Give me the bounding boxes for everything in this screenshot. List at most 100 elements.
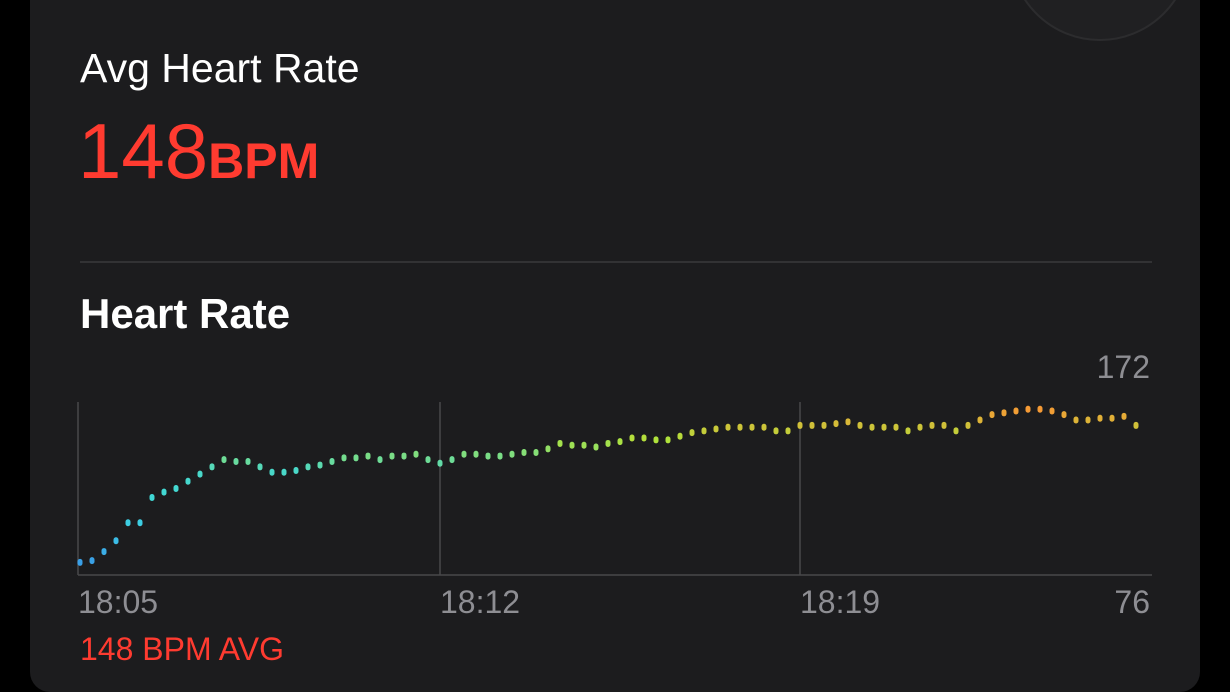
heart-rate-dot — [1037, 405, 1043, 413]
heart-rate-dot — [893, 423, 899, 431]
heart-rate-dot — [317, 461, 323, 469]
heart-rate-dot — [485, 452, 491, 460]
heart-rate-dot — [173, 485, 179, 492]
heart-rate-dot — [1061, 411, 1067, 419]
heart-rate-dot — [1109, 414, 1115, 422]
heart-rate-dot — [1049, 407, 1055, 415]
heart-rate-dot — [905, 427, 911, 435]
heart-rate-dot — [125, 519, 131, 527]
heart-rate-dot — [677, 432, 683, 440]
heart-rate-dot — [401, 452, 407, 460]
heart-rate-dot — [641, 434, 647, 442]
heart-rate-dot — [869, 423, 875, 431]
heart-rate-dot — [329, 457, 335, 465]
heart-rate-dot — [473, 450, 479, 458]
heart-rate-dot — [773, 427, 779, 435]
heart-rate-dot — [761, 423, 767, 431]
heart-rate-dot — [185, 477, 191, 485]
heart-rate-dot — [737, 423, 743, 431]
heart-rate-dot — [209, 463, 215, 471]
heart-rate-dot — [1133, 421, 1139, 429]
value: 148 — [78, 107, 208, 195]
heart-rate-dot — [365, 452, 371, 460]
heart-rate-dot — [437, 459, 443, 467]
heart-rate-dot — [449, 456, 455, 464]
y-tick-label: 172 — [1097, 349, 1150, 385]
heart-rate-dot — [797, 421, 803, 429]
heart-rate-dot — [701, 427, 707, 435]
metric-title: Avg Heart Rate — [80, 45, 360, 91]
corner-button[interactable] — [1010, 0, 1190, 41]
heart-rate-dot — [389, 452, 395, 460]
heart-rate-dot — [569, 441, 575, 449]
heart-rate-dot — [353, 454, 359, 462]
heart-rate-dot — [593, 443, 599, 451]
heart-rate-dot — [557, 439, 563, 447]
heart-rate-dot — [77, 558, 83, 566]
heart-rate-dot — [653, 436, 659, 444]
heart-rate-dot — [857, 421, 863, 429]
heart-rate-dot — [257, 463, 263, 471]
heart-rate-dot — [233, 457, 239, 465]
heart-rate-dot — [221, 456, 227, 464]
heart-rate-dot — [989, 411, 995, 419]
heart-rate-dot — [821, 421, 827, 429]
heart-rate-dot — [629, 434, 635, 442]
heart-rate-dot — [425, 456, 431, 464]
heart-rate-dot — [461, 450, 467, 458]
heart-rate-dot — [1121, 412, 1127, 420]
heart-rate-dot — [509, 450, 515, 458]
heart-rate-dot — [605, 439, 611, 447]
heart-rate-dot — [197, 470, 203, 478]
y-tick-label: 76 — [1114, 584, 1150, 620]
heart-rate-dot — [713, 425, 719, 433]
heart-rate-dot — [245, 457, 251, 465]
heart-rate-dot — [785, 427, 791, 435]
heart-rate-dot — [1025, 405, 1031, 413]
heart-rate-dot — [965, 421, 971, 429]
heart-rate-dot — [413, 450, 419, 458]
heart-rate-dot — [881, 423, 887, 431]
heart-rate-dot — [497, 452, 503, 460]
heart-rate-dot — [161, 488, 167, 496]
metric-value: 148BPM — [78, 107, 319, 195]
heart-rate-dot — [1013, 407, 1019, 415]
x-tick-label: 18:12 — [440, 584, 520, 620]
heart-rate-dot — [581, 441, 587, 449]
heart-rate-dot — [377, 456, 383, 464]
heart-rate-dot — [89, 557, 95, 565]
heart-rate-dot — [845, 418, 851, 426]
heart-rate-dot — [521, 448, 527, 456]
heart-rate-dot — [977, 416, 983, 424]
x-tick-label: 18:05 — [78, 584, 158, 620]
heart-rate-dot — [533, 448, 539, 456]
chart: 76 172 18:05 18:12 18:19 148 BPM AVG — [77, 349, 1152, 667]
heart-rate-dot — [137, 519, 143, 527]
unit: BPM — [208, 133, 319, 189]
heart-rate-dot — [665, 436, 671, 444]
heart-rate-dot — [149, 494, 155, 502]
x-tick-label: 18:19 — [800, 584, 880, 620]
heart-rate-dot — [1073, 416, 1079, 424]
average-summary: 148 BPM AVG — [80, 631, 284, 667]
heart-rate-dot — [929, 421, 935, 429]
heart-rate-dot — [689, 429, 695, 437]
heart-rate-dot — [1001, 409, 1007, 417]
section-title: Heart Rate — [80, 290, 290, 337]
heart-rate-dot — [1097, 414, 1103, 422]
heart-rate-dot — [305, 463, 311, 471]
heart-rate-dot — [341, 454, 347, 462]
heart-rate-dot — [545, 445, 551, 453]
heart-rate-dot — [617, 438, 623, 446]
heart-rate-dot — [113, 537, 119, 545]
card — [30, 0, 1200, 692]
heart-rate-dot — [101, 548, 107, 556]
heart-rate-dot — [725, 423, 731, 431]
heart-rate-dot — [809, 421, 815, 429]
heart-rate-dot — [941, 421, 947, 429]
heart-rate-dot — [833, 420, 839, 428]
heart-rate-dot — [953, 427, 959, 435]
heart-rate-dot — [1085, 416, 1091, 424]
heart-rate-dot — [281, 468, 287, 476]
